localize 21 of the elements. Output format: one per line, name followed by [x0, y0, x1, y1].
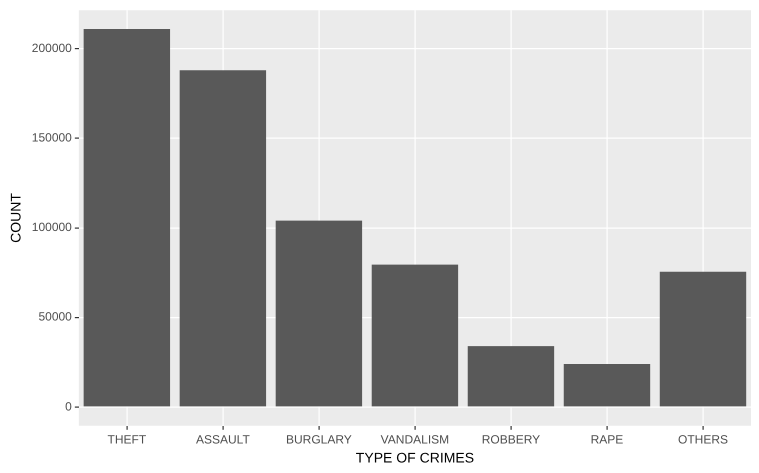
- x-tick-label: THEFT: [108, 432, 147, 446]
- bar: [660, 272, 746, 406]
- y-tick-label: 200000: [32, 41, 72, 56]
- y-tick-label: 0: [65, 399, 72, 414]
- x-tick-label: ASSAULT: [196, 432, 250, 446]
- y-axis-title: COUNT: [7, 192, 24, 243]
- y-tick-label: 50000: [38, 310, 72, 324]
- bar: [468, 346, 554, 406]
- y-tick-label: 150000: [32, 130, 72, 145]
- x-tick-label: ROBBERY: [482, 432, 540, 446]
- x-tick-label: BURGLARY: [286, 432, 352, 446]
- bar: [276, 220, 362, 406]
- x-tick-label: RAPE: [590, 432, 624, 446]
- x-tick-label: VANDALISM: [380, 432, 450, 446]
- bar: [180, 70, 266, 406]
- bar: [564, 364, 650, 406]
- bar: [372, 264, 458, 406]
- x-tick-label: OTHERS: [678, 432, 728, 446]
- bar: [84, 29, 170, 406]
- y-tick-label: 100000: [32, 220, 72, 234]
- x-axis-title: TYPE OF CRIMES: [356, 449, 474, 466]
